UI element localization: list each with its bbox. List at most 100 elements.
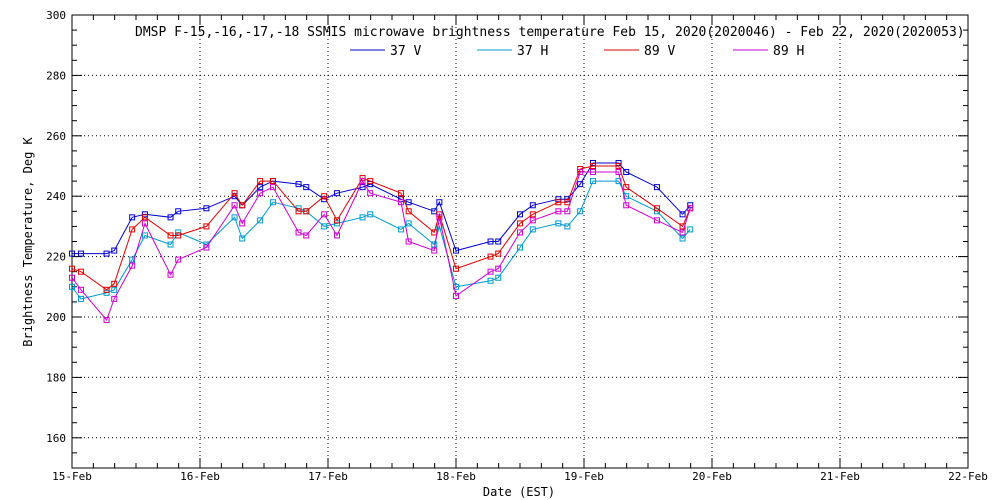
legend-label: 37 V [390,44,421,59]
y-tick-label: 260 [46,130,66,143]
data-point [295,181,302,188]
data-point [175,256,182,263]
data-point [436,214,443,221]
data-point [453,283,459,290]
data-point [111,247,118,254]
data-point [564,223,571,230]
series-line-0 [72,162,691,255]
data-point [129,214,136,221]
data-point [269,184,276,191]
data-point [367,190,374,197]
data-point [257,184,264,191]
legend-label: 37 H [517,44,548,59]
data-point [615,159,622,166]
data-point [203,205,210,212]
data-point [103,317,110,324]
data-point [77,250,84,257]
data-point [405,220,412,227]
data-point [577,169,584,176]
data-point [303,232,310,239]
data-point [333,232,340,239]
data-point [679,223,686,230]
data-point [529,202,536,209]
x-tick-label: 22-Feb [948,470,988,483]
y-tick-label: 220 [46,251,66,264]
chart-title: DMSP F-15,-16,-17,-18 SSMIS microwave br… [135,25,965,40]
data-point [257,178,264,185]
data-point [175,208,182,215]
data-point [203,244,210,251]
data-point [589,169,596,176]
y-tick-label: 300 [46,9,66,22]
data-point [495,238,502,245]
data-point [69,265,75,272]
grid [72,15,968,468]
data-point [487,277,494,284]
y-tick-label: 160 [46,432,66,445]
x-tick-label: 20-Feb [692,470,732,483]
data-point [653,217,660,224]
data-point [111,286,118,293]
data-point [487,268,494,275]
data-point [431,241,438,248]
data-point [239,202,246,209]
data-point [487,238,494,245]
data-point [321,193,328,200]
data-point [359,214,366,221]
data-point [239,235,246,242]
plot-frame [71,14,969,469]
data-point [111,295,118,302]
series-line-3 [71,171,691,321]
y-tick-label: 280 [46,69,66,82]
data-point [589,178,596,185]
data-point [167,214,174,221]
data-point [555,220,562,227]
data-point [589,163,596,169]
data-point [103,286,110,293]
data-point [517,220,523,227]
data-point [103,250,110,257]
data-point [367,178,374,185]
x-tick-label: 18-Feb [436,470,476,483]
data-point [321,223,328,230]
data-point [453,265,459,272]
data-point [453,247,459,254]
data-point [687,205,694,212]
data-point [555,208,562,215]
data-point [589,159,596,166]
data-point [487,253,494,260]
y-tick-label: 200 [46,311,66,324]
legend: 37 V 37 H 89 V 89 H [350,44,804,59]
data-point [69,283,75,290]
data-point [564,208,571,215]
data-point [653,205,660,212]
data-point [77,286,84,293]
data-point [175,229,182,236]
data-point [517,211,523,218]
data-point [577,181,584,188]
data-point [495,250,502,257]
data-point [653,184,660,191]
series-line-2 [71,165,691,291]
data-point [69,274,75,281]
data-point [257,217,264,224]
data-point [295,229,302,236]
data-point [436,211,443,218]
data-point [77,268,84,275]
data-point [679,229,686,236]
data-point [69,250,75,257]
data-point [231,202,238,209]
data-point [333,190,340,197]
data-point [529,217,536,224]
data-point [615,163,622,169]
data-point [615,169,622,176]
x-tick-label: 21-Feb [820,470,860,483]
x-tick-label: 19-Feb [564,470,604,483]
data-point [555,199,562,206]
data-point [529,226,536,233]
data-point [453,292,459,299]
legend-label: 89 V [644,44,675,59]
data-point [333,217,340,224]
data-point [431,208,438,215]
data-point [495,274,502,281]
